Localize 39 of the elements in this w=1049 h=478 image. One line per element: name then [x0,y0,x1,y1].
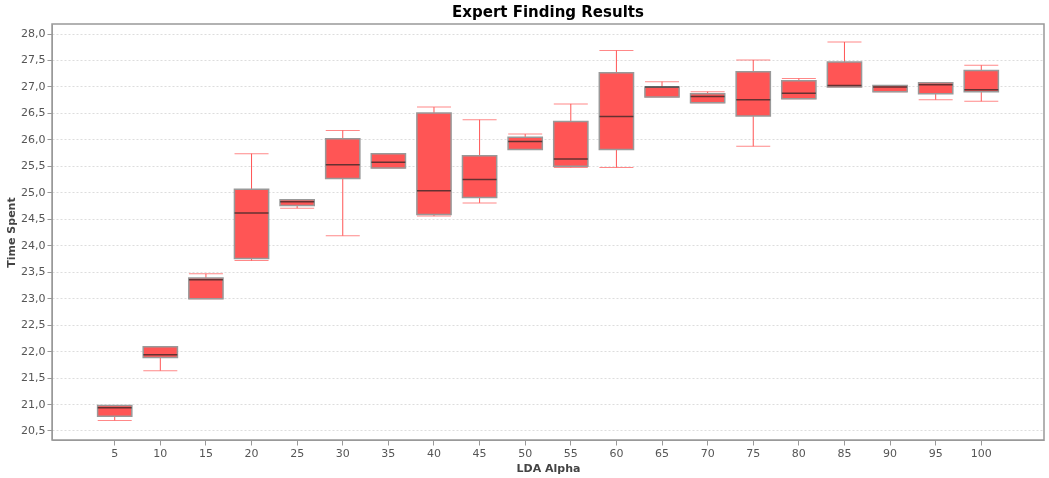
x-tick-label: 100 [970,446,992,460]
y-tick-label: 21,5 [21,371,46,385]
x-tick-label: 85 [837,446,852,460]
x-tick-label: 75 [746,446,761,460]
x-tick-label: 65 [655,446,670,460]
x-tick-label: 45 [472,446,487,460]
x-tick-label: 95 [928,446,943,460]
x-tick-label: 60 [609,446,624,460]
x-tick-label: 10 [153,446,168,460]
x-tick-label: 70 [700,446,715,460]
x-tick-label: 40 [426,446,441,460]
y-tick-label: 24,0 [21,238,46,252]
y-tick-label: 27,0 [21,79,46,93]
y-tick-label: 28,0 [21,27,46,41]
y-tick-label: 24,5 [21,212,46,226]
x-tick-label: 20 [244,446,259,460]
x-tick-label: 35 [381,446,396,460]
y-tick-label: 27,5 [21,53,46,67]
y-tick-label: 23,5 [21,265,46,279]
x-tick-label: 25 [290,446,305,460]
y-tick-label: 23,0 [21,291,46,305]
y-tick-label: 22,0 [21,344,46,358]
x-tick-label: 15 [198,446,213,460]
y-tick-label: 22,5 [21,318,46,332]
x-tick-label: 90 [883,446,898,460]
y-tick-label: 21,0 [21,397,46,411]
y-tick-label: 26,5 [21,106,46,120]
chart-title: Expert Finding Results [452,3,644,21]
x-tick-label: 50 [518,446,533,460]
y-axis-title: Time Spent [5,197,19,268]
x-tick-label: 30 [335,446,350,460]
x-tick-label: 80 [791,446,806,460]
x-tick-label: 55 [563,446,578,460]
y-tick-label: 20,5 [21,423,46,437]
x-axis-title: LDA Alpha [516,461,581,475]
y-tick-label: 25,5 [21,159,46,173]
y-tick-label: 26,0 [21,132,46,146]
y-tick-label: 25,0 [21,185,46,199]
x-tick-label: 5 [111,446,119,460]
